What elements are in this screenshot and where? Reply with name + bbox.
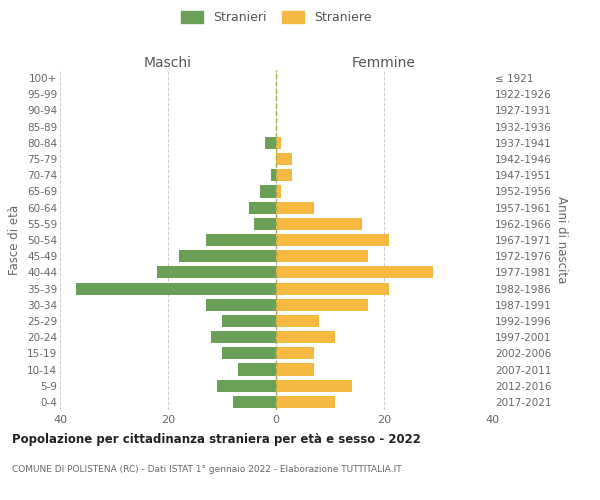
Legend: Stranieri, Straniere: Stranieri, Straniere [181,11,371,24]
Bar [276,250,368,262]
Bar [271,169,276,181]
Bar [254,218,276,230]
Bar [206,298,276,311]
Bar [276,266,433,278]
Bar [276,348,314,360]
Bar [276,234,389,246]
Bar [217,380,276,392]
Bar [179,250,276,262]
Y-axis label: Fasce di età: Fasce di età [8,205,22,275]
Bar [276,396,335,408]
Bar [260,186,276,198]
Bar [276,169,292,181]
Bar [157,266,276,278]
Bar [222,348,276,360]
Bar [276,186,281,198]
Bar [249,202,276,213]
Bar [276,137,281,149]
Bar [276,282,389,294]
Bar [276,298,368,311]
Bar [233,396,276,408]
Bar [276,380,352,392]
Bar [276,202,314,213]
Bar [276,364,314,376]
Text: Maschi: Maschi [144,56,192,70]
Bar [276,218,362,230]
Y-axis label: Anni di nascita: Anni di nascita [555,196,568,284]
Text: Femmine: Femmine [352,56,416,70]
Bar [76,282,276,294]
Bar [276,315,319,327]
Bar [206,234,276,246]
Bar [222,315,276,327]
Bar [276,153,292,165]
Text: COMUNE DI POLISTENA (RC) - Dati ISTAT 1° gennaio 2022 - Elaborazione TUTTITALIA.: COMUNE DI POLISTENA (RC) - Dati ISTAT 1°… [12,466,401,474]
Text: Popolazione per cittadinanza straniera per età e sesso - 2022: Popolazione per cittadinanza straniera p… [12,432,421,446]
Bar [276,331,335,343]
Bar [238,364,276,376]
Bar [211,331,276,343]
Bar [265,137,276,149]
